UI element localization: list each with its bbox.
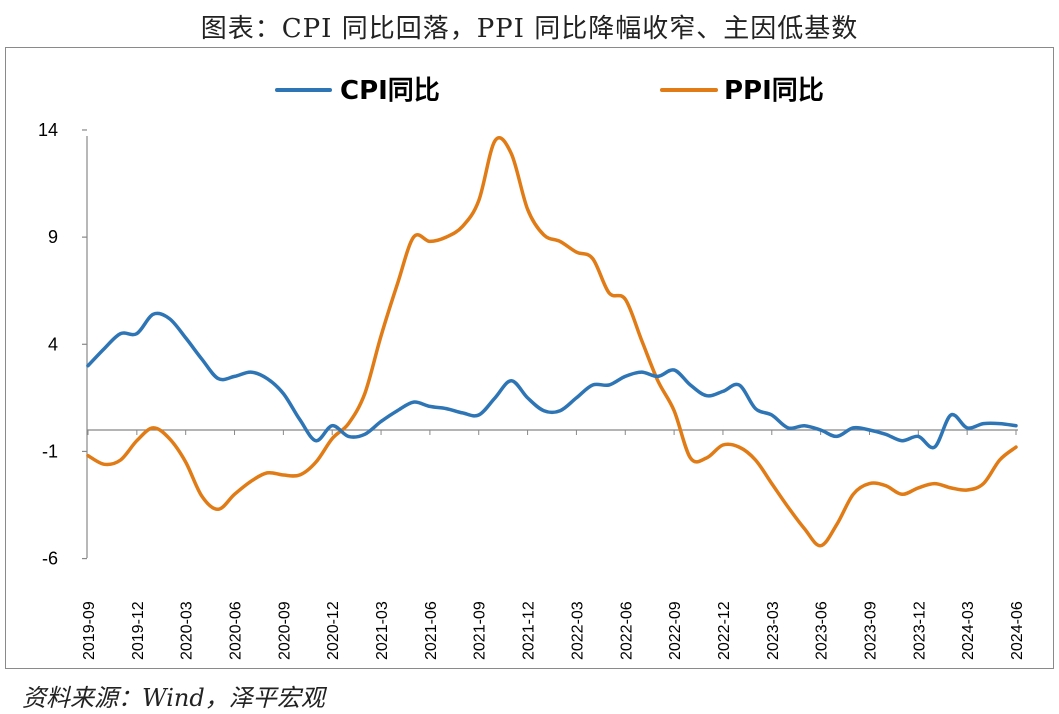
x-tick-label: 2023-09 — [862, 601, 879, 660]
x-tick-label: 2020-09 — [276, 601, 293, 660]
x-tick-label: 2023-06 — [814, 601, 831, 660]
x-tick-label: 2024-06 — [1009, 601, 1026, 660]
x-tick-label: 2020-12 — [325, 601, 342, 660]
x-tick-label: 2024-03 — [960, 601, 977, 660]
x-tick-label: 2019-09 — [81, 601, 98, 660]
y-tick-label: 9 — [48, 227, 58, 247]
x-tick-label: 2021-09 — [472, 601, 489, 660]
y-tick-label: 14 — [38, 120, 58, 140]
y-tick-label: -6 — [42, 549, 58, 569]
x-tick-label: 2022-12 — [716, 601, 733, 660]
x-tick-label: 2019-12 — [130, 601, 147, 660]
series-line-ppi — [86, 136, 1018, 548]
x-tick-label: 2021-03 — [374, 601, 391, 660]
source-note: 资料来源：Wind，泽平宏观 — [22, 684, 325, 712]
series-line-cpi — [86, 311, 1018, 450]
x-tick-label: 2022-06 — [618, 601, 635, 660]
line-chart: 14 9 4 -1 -6 2019-09 2019-12 2020-03 2020-06 2020… — [38, 76, 1026, 660]
x-tick-label: 2020-03 — [179, 601, 196, 660]
x-tick-label: 2021-06 — [423, 601, 440, 660]
x-tick-label: 2022-03 — [569, 601, 586, 660]
y-tick-label: 4 — [48, 334, 58, 354]
x-tick-label: 2023-03 — [765, 601, 782, 660]
x-tick-label: 2020-06 — [228, 601, 245, 660]
x-tick-label: 2023-12 — [911, 601, 928, 660]
legend-label-cpi: CPI同比 — [340, 76, 440, 106]
chart-area: 14 9 4 -1 -6 2019-09 2019-12 2020-03 2020-06 2020… — [5, 47, 1054, 669]
y-tick-label: -1 — [42, 441, 58, 461]
x-tick-label: 2022-09 — [667, 601, 684, 660]
legend-label-ppi: PPI同比 — [724, 76, 824, 106]
chart-title: 图表：CPI 同比回落，PPI 同比降幅收窄、主因低基数 — [200, 14, 859, 44]
x-tick-label: 2021-12 — [521, 601, 538, 660]
